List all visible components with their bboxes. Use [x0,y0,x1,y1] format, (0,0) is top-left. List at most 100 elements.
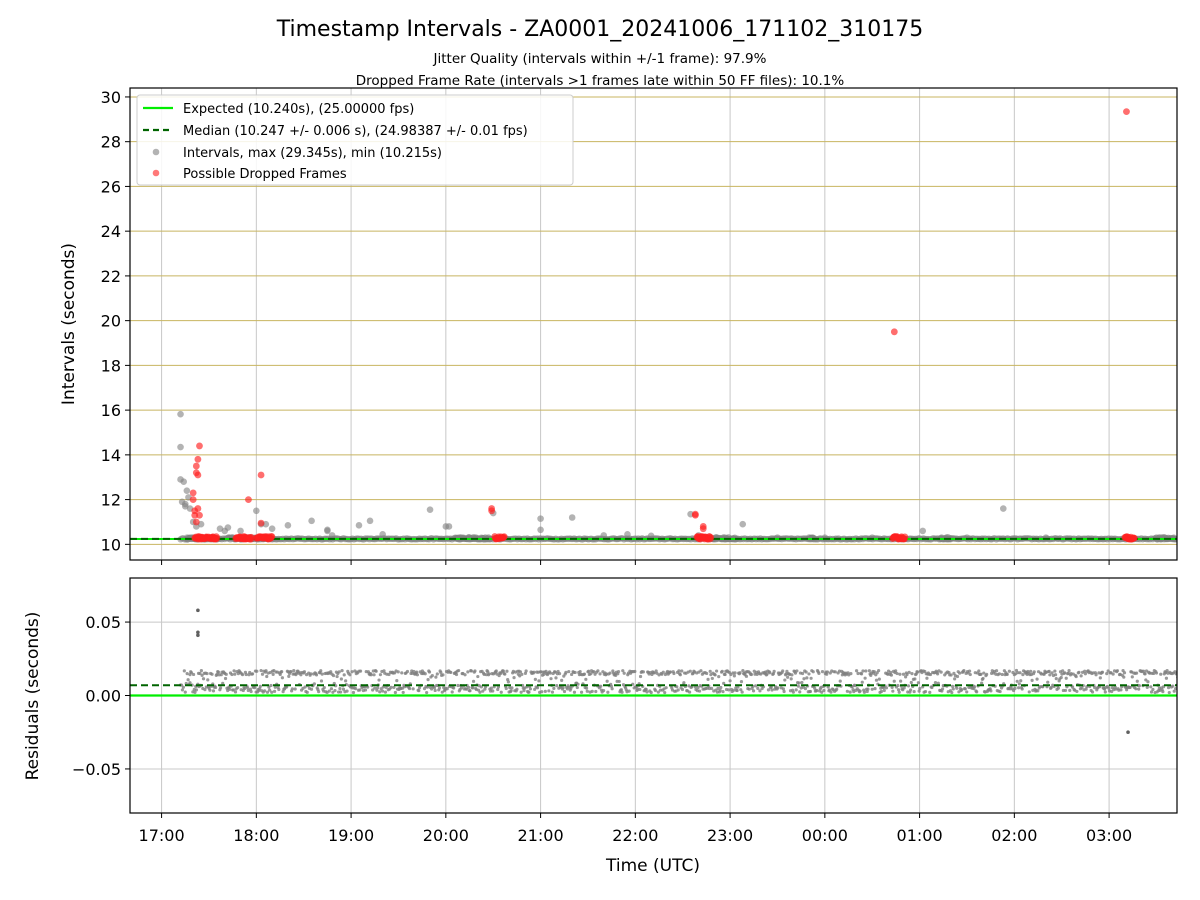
residual-point [820,670,825,674]
residual-point [471,686,475,690]
residual-point [829,690,833,694]
residual-point [1020,687,1024,691]
residual-point [781,687,785,691]
residual-point [687,690,692,694]
residual-point [290,687,294,691]
residual-point-early [180,688,185,692]
residual-point [619,688,623,692]
residual-point [481,689,485,693]
residual-point [735,688,739,693]
residual-point [1067,669,1071,673]
residual-point-early [186,678,190,682]
interval-point-1 [177,443,184,451]
residual-point [259,668,263,673]
residual-point [811,670,815,674]
residual-point [680,687,685,692]
residual-point [1142,669,1146,673]
interval-point-17 [253,507,260,515]
residual-point [768,671,772,675]
residual-point [454,672,459,677]
residual-point [935,672,940,676]
residual-point [358,688,362,692]
residual-point [1000,672,1004,677]
dropped-frame-point-11 [196,511,203,519]
residuals-y-tick-label-2: −0.05 [72,760,121,779]
residual-point [371,688,375,692]
residual-point [380,689,385,693]
dropped-frame-point-4 [192,462,200,470]
residual-point [512,676,516,680]
residual-point [277,687,281,692]
residual-point [751,689,756,693]
residual-point [975,690,979,694]
dropped-frame-point-1 [189,496,197,504]
residual-point [430,673,434,678]
residual-point [668,670,672,674]
residual-point [372,673,376,677]
interval-point-29 [426,506,434,513]
residual-point [425,690,429,695]
residual-point [405,669,410,674]
interval-point-45 [919,527,927,535]
residual-point [822,688,826,693]
residual-point [208,688,212,692]
residual-point [374,669,378,673]
residual-point [765,672,769,676]
residual-point [278,672,282,677]
residual-point [1178,670,1181,673]
residual-point-early [183,690,187,694]
dropped-frame-point-14 [257,519,265,527]
residual-point [854,669,859,673]
residual-point [1105,672,1109,676]
dropped-frame-point-12 [245,496,252,504]
residual-point [494,669,498,673]
residual-point [652,671,656,675]
intervals-y-axis-label: Intervals (seconds) [59,243,79,405]
dropped-frame-point-9 [194,505,202,512]
residual-point [351,690,356,695]
residual-point [567,669,571,674]
residual-point [423,672,427,676]
residual-point [838,679,842,683]
residual-point [515,687,519,691]
residual-point [1027,690,1031,694]
residual-point [582,672,587,676]
residual-point [445,687,449,691]
residual-point [638,687,642,692]
residual-point [439,670,443,675]
residual-point [925,676,929,680]
residual-point [449,670,453,675]
residual-point [680,669,684,673]
residual-point [395,679,399,683]
residual-point [191,672,196,677]
residual-point [809,676,813,680]
intervals-grid [130,88,1177,560]
residual-point [299,673,303,677]
residual-point [1130,675,1134,679]
residual-point [427,670,432,674]
residual-point [506,680,510,684]
residual-point [264,669,268,673]
interval-point-0 [177,410,184,418]
residual-point [1056,686,1061,690]
residual-point [578,669,582,674]
residual-point [732,688,736,692]
residual-point [505,669,509,673]
interval-point-20 [268,525,276,532]
residual-point [820,690,824,694]
dropped-cluster-point-0 [213,534,221,542]
residual-point [337,670,341,674]
residual-point [794,688,798,692]
dropped-frame-point-22 [1123,108,1130,115]
residual-point [747,687,751,691]
residual-point [656,690,660,694]
residual-point [1110,689,1114,694]
residual-point [866,687,870,691]
residual-point [587,669,591,673]
residual-point [758,689,762,693]
residual-point [766,688,771,692]
dropped-frame-point-7 [194,455,202,463]
residual-point [609,684,614,688]
residual-point [985,672,989,676]
residual-point [415,673,420,677]
